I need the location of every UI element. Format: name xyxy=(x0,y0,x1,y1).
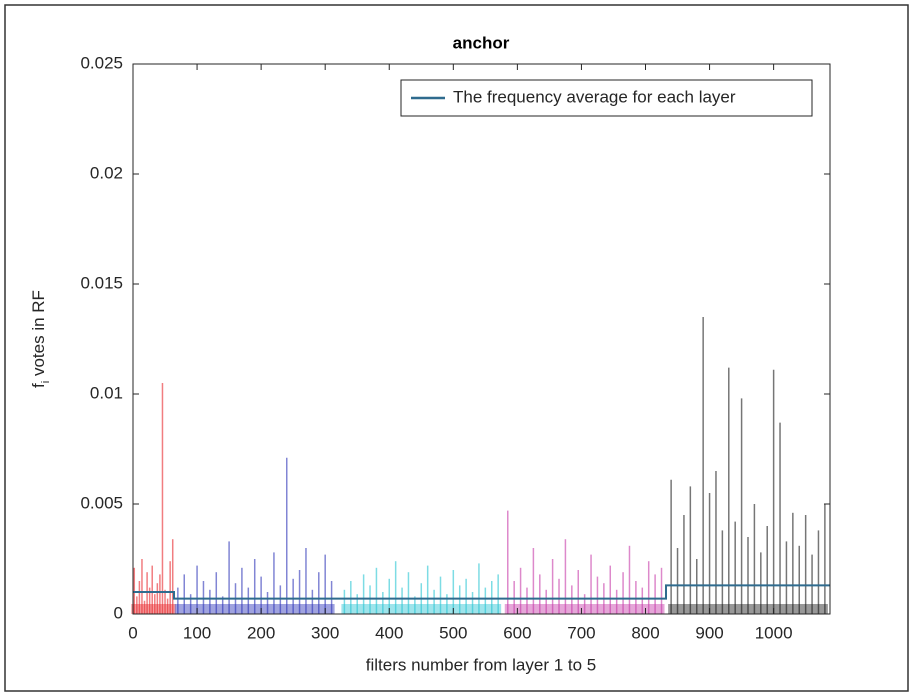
y-tick-label: 0.025 xyxy=(80,53,123,72)
x-axis-label: filters number from layer 1 to 5 xyxy=(366,655,597,674)
x-tick-label: 200 xyxy=(247,623,275,642)
average-line xyxy=(133,584,830,600)
layer-band xyxy=(504,604,665,614)
x-tick-label: 700 xyxy=(567,623,595,642)
y-label-rest: votes in RF xyxy=(29,290,48,381)
layer-band xyxy=(131,604,176,614)
x-tick-label: 600 xyxy=(503,623,531,642)
y-tick-label: 0 xyxy=(114,603,123,622)
plot-area xyxy=(133,64,830,614)
x-tick-label: 800 xyxy=(631,623,659,642)
chart-title: anchor xyxy=(453,33,510,52)
y-tick-label: 0.02 xyxy=(90,163,123,182)
x-tick-label: 900 xyxy=(695,623,723,642)
x-tick-label: 1000 xyxy=(755,623,793,642)
legend: The frequency average for each layer xyxy=(400,79,813,117)
legend-label: The frequency average for each layer xyxy=(453,87,736,106)
y-tick-label: 0.005 xyxy=(80,493,123,512)
y-tick-label: 0.01 xyxy=(90,383,123,402)
x-tick-label: 100 xyxy=(183,623,211,642)
y-tick-label: 0.015 xyxy=(80,273,123,292)
x-tick-label: 300 xyxy=(311,623,339,642)
layer-band xyxy=(174,604,335,614)
legend-box xyxy=(400,79,813,117)
x-tick-label: 0 xyxy=(128,623,137,642)
layer-band xyxy=(341,604,502,614)
y-label-main: f xyxy=(29,383,48,388)
layer-band xyxy=(668,604,828,614)
axes-box xyxy=(132,63,831,615)
x-tick-label: 400 xyxy=(375,623,403,642)
y-label-sub: i xyxy=(40,381,52,383)
x-tick-label: 500 xyxy=(439,623,467,642)
y-axis-label: fi votes in RF xyxy=(29,290,51,388)
